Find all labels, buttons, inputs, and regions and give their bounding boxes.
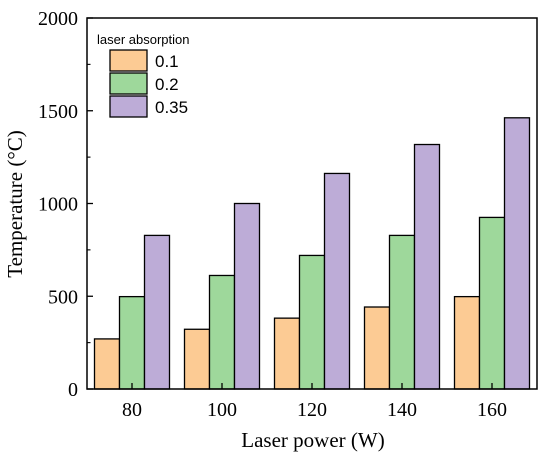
y-tick-label-500: 500 <box>48 286 78 308</box>
legend-label-0.2: 0.2 <box>155 75 179 94</box>
x-tick-label-100: 100 <box>207 399 237 421</box>
bar-120-series-0.35 <box>323 172 351 390</box>
y-tick-label-0: 0 <box>68 379 78 401</box>
legend-swatch-0.1 <box>109 49 148 72</box>
bar-80-series-0.35 <box>143 234 171 390</box>
bar-100-series-0.35 <box>233 202 261 390</box>
y-tick-label-1000: 1000 <box>38 194 78 216</box>
axes-layer: 0 500 1000 1500 2000 80 100 120 140 160 <box>38 8 538 421</box>
bar-80-series-0.1 <box>93 338 121 390</box>
legend-label-0.35: 0.35 <box>155 98 188 117</box>
bar-160-series-0.2 <box>478 216 506 390</box>
y-tick-label-1500: 1500 <box>38 101 78 123</box>
legend: laser absorption 0.1 0.2 0.35 <box>97 32 190 118</box>
bar-100-series-0.1 <box>183 328 211 390</box>
y-axis-title-group: Temperature (°C) <box>3 130 27 277</box>
legend-title: laser absorption <box>97 32 190 47</box>
bar-160-series-0.35 <box>503 117 531 390</box>
legend-swatch-0.2 <box>109 72 148 95</box>
bar-120-series-0.1 <box>273 317 301 390</box>
x-tick-label-80: 80 <box>122 399 142 421</box>
x-tick-label-160: 160 <box>477 399 507 421</box>
x-tick-label-140: 140 <box>387 399 417 421</box>
bar-80-series-0.2 <box>118 295 146 390</box>
legend-swatch-0.35 <box>109 95 148 118</box>
bar-140-series-0.35 <box>413 143 441 390</box>
x-axis-title: Laser power (W) <box>241 428 384 452</box>
bar-160-series-0.1 <box>453 295 481 390</box>
x-tick-label-120: 120 <box>297 399 327 421</box>
bars-layer <box>93 117 531 390</box>
bar-120-series-0.2 <box>298 254 326 390</box>
y-axis-title: Temperature (°C) <box>3 130 27 277</box>
bar-100-series-0.2 <box>208 274 236 390</box>
bar-140-series-0.2 <box>388 234 416 390</box>
bar-140-series-0.1 <box>363 306 391 390</box>
legend-label-0.1: 0.1 <box>155 52 179 71</box>
y-tick-label-2000: 2000 <box>38 8 78 30</box>
